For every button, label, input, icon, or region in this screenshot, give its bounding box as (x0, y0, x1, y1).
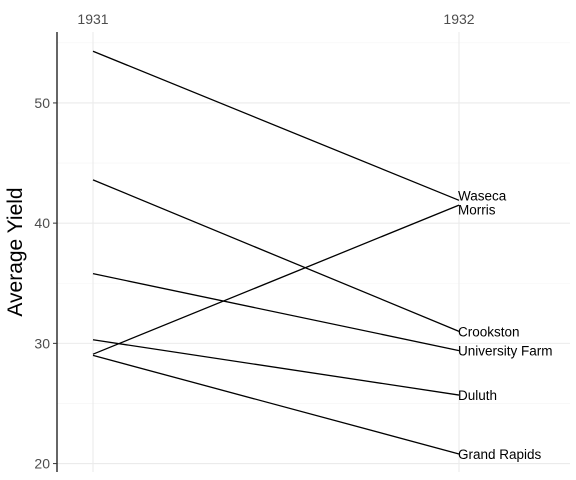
series-label: Waseca (458, 189, 507, 204)
series-label: Morris (458, 203, 496, 218)
x-tick-labels: 1931 1932 (77, 11, 474, 27)
series-line (92, 273, 460, 352)
series-line (92, 204, 460, 355)
series-line (92, 179, 460, 332)
series-label: Duluth (458, 388, 497, 403)
y-tick-label: 50 (34, 95, 50, 111)
series-line (92, 354, 460, 455)
grid (57, 32, 570, 472)
series-label: Crookston (458, 324, 520, 339)
series-line (92, 50, 460, 201)
series-label: University Farm (458, 344, 553, 359)
y-axis: 20 30 40 50 (34, 32, 58, 472)
y-tick-label: 40 (34, 215, 50, 231)
x-tick-label: 1932 (443, 11, 474, 27)
series-label: Grand Rapids (458, 447, 542, 462)
y-tick-label: 20 (34, 456, 50, 472)
y-tick-label: 30 (34, 335, 50, 351)
series-line (92, 339, 460, 396)
series-lines (92, 50, 460, 455)
x-tick-label: 1931 (77, 11, 108, 27)
y-axis-title: Average Yield (4, 187, 27, 316)
